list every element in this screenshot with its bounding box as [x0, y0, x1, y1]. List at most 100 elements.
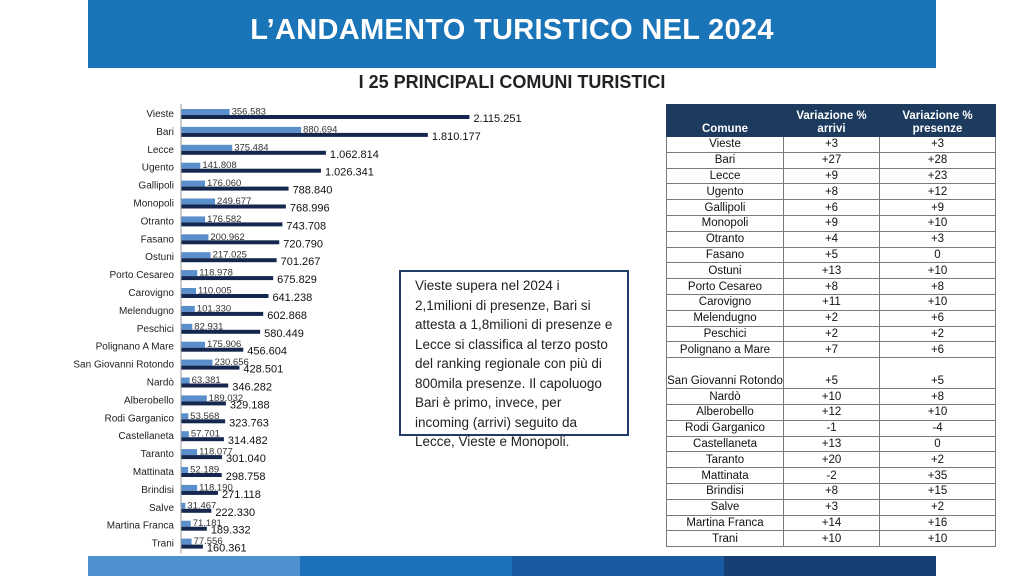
bottom-bar-segment-2	[300, 556, 512, 576]
category-label: Alberobello	[124, 395, 174, 406]
presenze-data-label: 641.238	[272, 292, 312, 304]
table-row: Carovigno +11 +10	[666, 293, 996, 311]
presenze-data-label: 743.708	[286, 220, 326, 232]
arrivi-data-label: 176.582	[207, 214, 241, 225]
category-label: Otranto	[141, 216, 175, 227]
presenze-bar	[181, 490, 218, 495]
header-comune: Comune	[666, 104, 784, 137]
header-arrivi-line1: Variazione %	[796, 110, 867, 122]
presenze-data-label: 456.604	[247, 346, 287, 358]
presenze-bar	[181, 150, 326, 155]
arrivi-data-label: 57.701	[191, 429, 220, 440]
table-cell-comune: Peschici	[666, 325, 784, 343]
bottom-color-bar	[88, 556, 936, 576]
arrivi-bar	[181, 449, 198, 456]
table-cell-arrivi: +13	[783, 262, 880, 280]
arrivi-bar	[181, 270, 198, 277]
table-cell-arrivi: +13	[783, 435, 880, 453]
table-row: Porto Cesareo +8 +8	[666, 278, 996, 295]
category-label: Gallipoli	[138, 181, 174, 192]
arrivi-data-label: 217.025	[213, 250, 247, 261]
title-banner: L’ANDAMENTO TURISTICO NEL 2024	[88, 0, 936, 68]
category-label: Rodi Garganico	[105, 413, 175, 424]
presenze-bar	[181, 240, 280, 245]
table-cell-comune: Ostuni	[666, 262, 784, 280]
table-cell-comune: Lecce	[666, 167, 784, 185]
table-row: Rodi Garganico -1 -4	[666, 419, 996, 437]
presenze-bar	[181, 115, 470, 119]
table-cell-presenze: 0	[879, 246, 996, 264]
table-row: Martina Franca +14 +16	[666, 514, 996, 532]
header-presenze-line1: Variazione %	[902, 110, 973, 122]
table-row: San Giovanni Rotondo +5 +5	[666, 357, 996, 390]
table-cell-presenze: +8	[879, 278, 996, 295]
table-cell-comune: Brindisi	[666, 482, 784, 500]
table-cell-arrivi: -1	[783, 419, 880, 437]
presenze-data-label: 323.763	[229, 417, 269, 429]
table-cell-comune: Nardò	[666, 388, 784, 405]
arrivi-bar	[181, 377, 190, 384]
table-cell-presenze: +23	[879, 167, 996, 185]
presenze-bar	[181, 383, 229, 388]
category-label: Castellaneta	[118, 431, 174, 442]
table-cell-presenze: +3	[879, 136, 996, 153]
table-cell-comune: San Giovanni Rotondo	[666, 357, 784, 390]
table-cell-arrivi: +27	[783, 151, 880, 169]
arrivi-data-label: 249.677	[217, 196, 251, 207]
table-cell-arrivi: +6	[783, 199, 880, 216]
presenze-bar	[181, 329, 261, 334]
arrivi-data-label: 77.556	[194, 536, 223, 547]
category-label: Salve	[149, 503, 174, 514]
arrivi-data-label: 175.906	[207, 339, 241, 350]
arrivi-bar	[181, 538, 192, 545]
table-row: Brindisi +8 +15	[666, 482, 996, 500]
category-label: Peschici	[137, 324, 174, 335]
table-cell-arrivi: +8	[783, 183, 880, 201]
table-cell-presenze: +28	[879, 151, 996, 169]
bottom-bar-segment-4	[724, 556, 936, 576]
table-cell-comune: Bari	[666, 151, 784, 169]
category-label: Vieste	[146, 109, 174, 120]
table-row: Ugento +8 +12	[666, 183, 996, 201]
presenze-bar	[181, 365, 240, 370]
table-cell-comune: Taranto	[666, 451, 784, 469]
table-cell-arrivi: -2	[783, 467, 880, 484]
header-arrivi: Variazione % arrivi	[783, 104, 880, 137]
bottom-bar-segment-3	[512, 556, 724, 576]
table-cell-arrivi: +20	[783, 451, 880, 469]
table-cell-arrivi: +9	[783, 214, 880, 232]
arrivi-data-label: 141.808	[202, 160, 236, 171]
table-cell-comune: Melendugno	[666, 309, 784, 327]
arrivi-data-label: 375.484	[234, 142, 268, 153]
arrivi-data-label: 880.694	[303, 124, 337, 135]
table-row: Melendugno +2 +6	[666, 309, 996, 327]
presenze-data-label: 1.810.177	[432, 131, 481, 143]
arrivi-bar	[181, 395, 207, 402]
presenze-data-label: 329.188	[230, 399, 270, 411]
category-label: Carovigno	[128, 288, 174, 299]
presenze-bar	[181, 508, 212, 513]
presenze-bar	[181, 401, 226, 406]
table-cell-presenze: +9	[879, 199, 996, 216]
category-label: Porto Cesareo	[110, 270, 175, 281]
table-cell-presenze: +12	[879, 183, 996, 201]
table-cell-comune: Castellaneta	[666, 435, 784, 453]
arrivi-data-label: 63.381	[192, 375, 221, 386]
category-label: Melendugno	[119, 306, 174, 317]
arrivi-bar	[181, 520, 191, 527]
table-body: Vieste +3 +3 Bari +27 +28 Lecce +9 +23 Ugento +8 +1…	[666, 136, 996, 548]
arrivi-bar	[181, 502, 186, 509]
table-cell-presenze: +2	[879, 325, 996, 343]
arrivi-bar	[181, 341, 205, 348]
presenze-bar	[181, 347, 244, 352]
table-cell-arrivi: +9	[783, 167, 880, 185]
arrivi-data-label: 118.077	[199, 447, 233, 458]
category-label: Brindisi	[141, 485, 174, 496]
arrivi-bar	[181, 198, 216, 205]
table-header-row: Comune Variazione % arrivi Variazione % …	[666, 104, 996, 137]
category-label: Bari	[156, 127, 174, 138]
table-cell-arrivi: +2	[783, 325, 880, 343]
table-cell-comune: Gallipoli	[666, 199, 784, 216]
presenze-bar	[181, 258, 277, 263]
category-label: Nardò	[147, 378, 175, 389]
